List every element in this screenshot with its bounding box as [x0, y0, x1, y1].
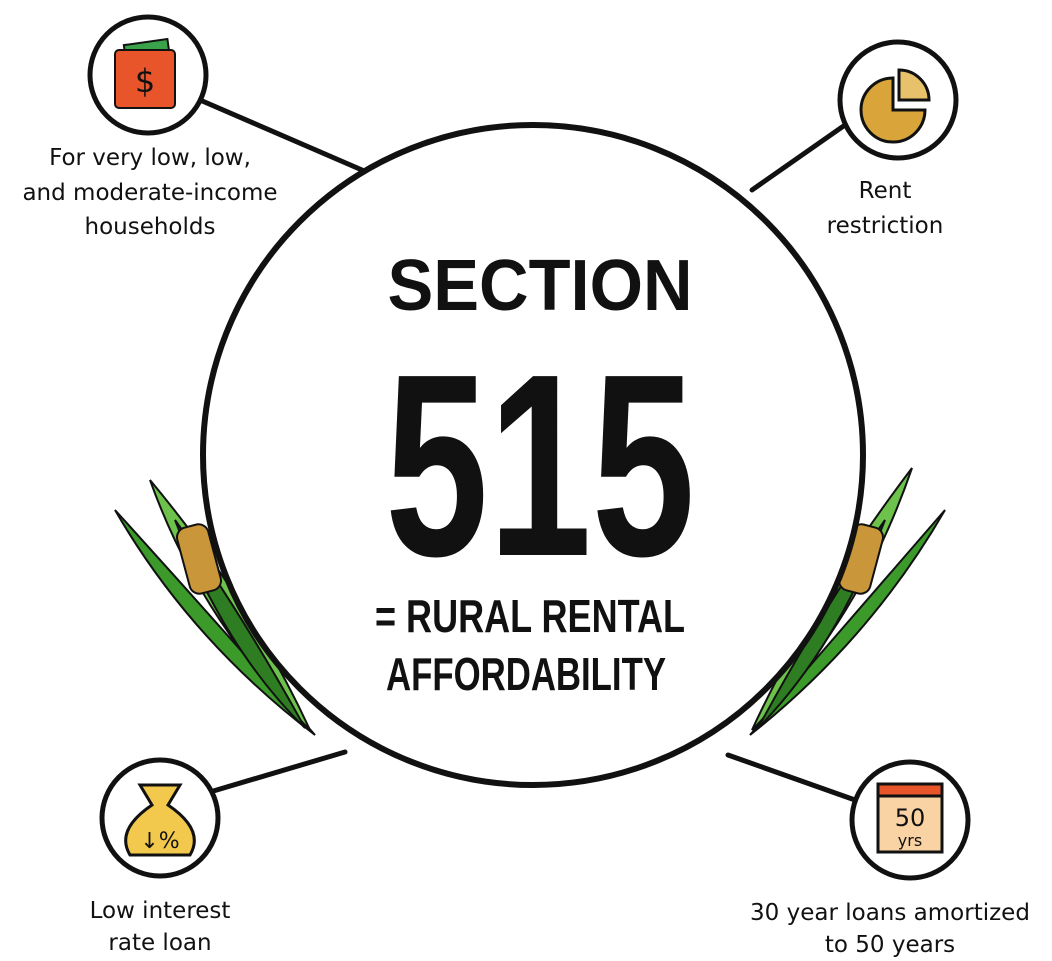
- connector: [210, 752, 345, 792]
- node-label: For very low, low,: [49, 145, 251, 171]
- icon-text: 50: [895, 804, 926, 832]
- node-icon: 50 yrs: [852, 762, 968, 878]
- title-section: SECTION: [388, 246, 693, 326]
- node-label: Rent: [859, 178, 912, 204]
- node-label: and moderate-income: [22, 180, 277, 206]
- node-label: restriction: [827, 213, 944, 239]
- subtitle-line: AFFORDABILITY: [386, 648, 666, 700]
- connector: [728, 755, 855, 800]
- node-label: 30 year loans amortized: [750, 900, 1030, 926]
- icon-text: $: [135, 62, 155, 100]
- node-label: households: [85, 214, 216, 240]
- node-label: Low interest: [90, 898, 231, 924]
- icon-text: ↓%: [140, 829, 179, 854]
- node-icon: $: [90, 17, 206, 133]
- infographic: SECTION 515 = RURAL RENTAL AFFORDABILITY…: [0, 0, 1052, 961]
- icon-text: yrs: [898, 831, 922, 850]
- title-number: 515: [385, 321, 695, 611]
- node-icon: [840, 42, 956, 158]
- node-label: to 50 years: [825, 932, 955, 958]
- node-icon: ↓%: [102, 760, 218, 876]
- subtitle-line: = RURAL RENTAL: [375, 590, 685, 642]
- connector: [752, 125, 845, 190]
- node-label: rate loan: [108, 930, 211, 956]
